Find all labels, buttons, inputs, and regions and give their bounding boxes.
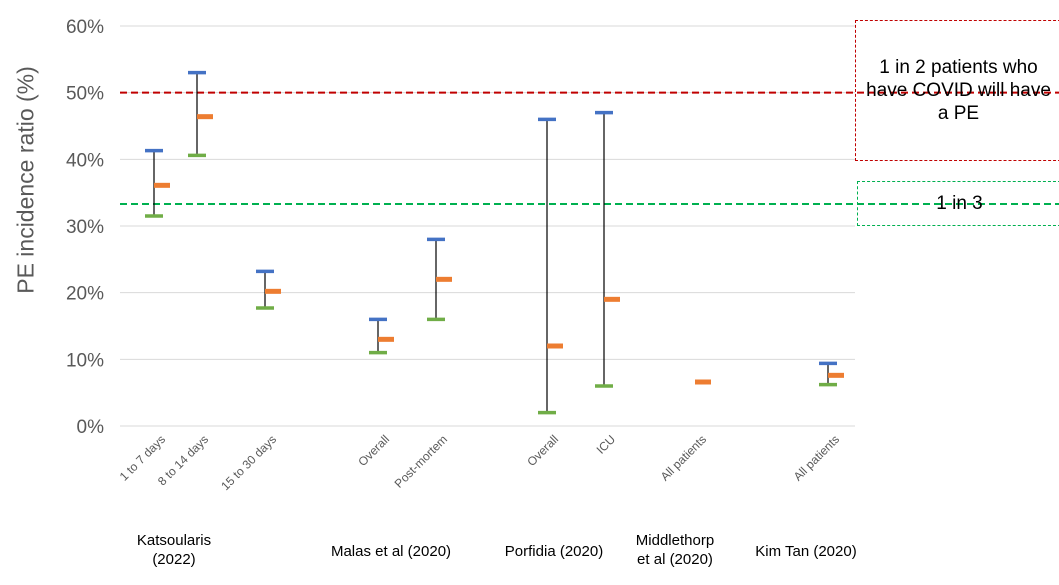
- one-in-three-callout-text: 1 in 3: [936, 193, 983, 214]
- error-bar-point: [819, 361, 844, 387]
- y-tick-label: 30%: [66, 217, 104, 238]
- study-group-label-line: et al (2020): [637, 551, 713, 568]
- study-group-label-line: Kim Tan (2020): [755, 543, 857, 560]
- study-group-label-line: Middlethorp: [635, 532, 715, 549]
- y-tick-label: 20%: [66, 284, 104, 305]
- study-group-label: Malas et al (2020): [311, 542, 471, 561]
- y-tick-label: 40%: [66, 150, 104, 171]
- error-bar-point: [145, 148, 170, 218]
- y-tick-label: 10%: [66, 350, 104, 371]
- study-group-label: Porfidia (2020): [474, 542, 634, 561]
- x-tick-label: All patients: [791, 432, 842, 483]
- study-group-label-line: Malas et al (2020): [330, 543, 452, 560]
- study-group-label: Katsoularis (2022): [94, 531, 254, 569]
- gridlines: [120, 25, 855, 427]
- one-in-three-callout: 1 in 3: [857, 181, 1059, 226]
- study-group-label-line: Porfidia (2020): [504, 543, 604, 560]
- error-bar-point: [256, 269, 281, 310]
- error-bar-point: [369, 317, 394, 355]
- half-patients-callout: 1 in 2 patients who have COVID will have…: [855, 20, 1059, 161]
- reference-lines: [120, 91, 1059, 205]
- study-group-label-line: (2022): [152, 551, 196, 568]
- x-tick-label: Overall: [524, 432, 561, 469]
- error-bar-point: [188, 70, 213, 158]
- x-tick-label: Post-mortem: [392, 432, 450, 490]
- study-group-label-line: Katsoularis: [136, 532, 212, 549]
- study-group-label: Kim Tan (2020): [726, 542, 886, 561]
- y-tick-label: 50%: [66, 84, 104, 105]
- x-tick-label: 15 to 30 days: [218, 432, 279, 493]
- y-tick-label: 60%: [66, 17, 104, 38]
- x-tick-label: All patients: [658, 432, 709, 483]
- error-bar-point: [427, 237, 452, 322]
- error-bars: [145, 70, 844, 415]
- y-tick-labels: 0% 10% 20% 30% 40% 50% 60%: [66, 17, 104, 438]
- study-group-label: Middlethorp et al (2020): [595, 531, 755, 569]
- error-bar-point: [595, 110, 620, 388]
- half-patients-callout-text: 1 in 2 patients who have COVID will have…: [866, 57, 1051, 124]
- y-axis-title: PE incidence ratio (%): [12, 66, 39, 294]
- y-axis-title-box: PE incidence ratio (%): [6, 40, 46, 320]
- x-tick-label: Overall: [355, 432, 392, 469]
- y-tick-label: 0%: [77, 417, 105, 438]
- x-tick-label: ICU: [594, 432, 619, 457]
- error-bar-point: [538, 117, 563, 415]
